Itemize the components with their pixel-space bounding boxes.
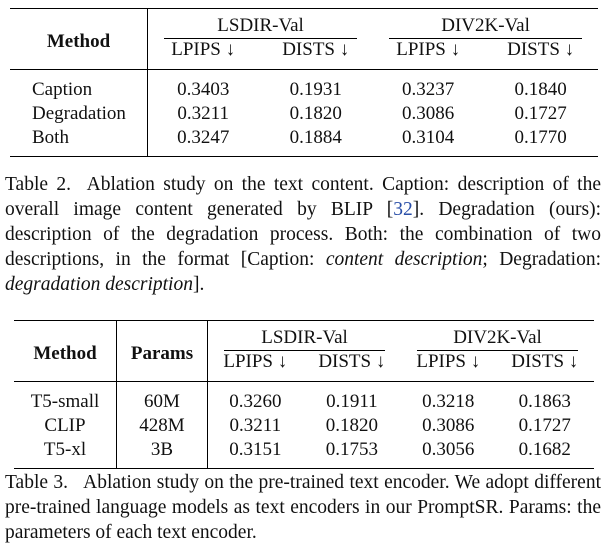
caption-2: Table 2. Ablation study on the text cont… bbox=[5, 172, 601, 297]
caption-italic: degradation description bbox=[5, 274, 193, 295]
table-3: Method Params LSDIR-Val DIV2K-Val LPIPS … bbox=[14, 320, 594, 469]
cell: 0.3218 bbox=[422, 391, 475, 412]
cell: 0.1931 bbox=[289, 79, 342, 100]
caption-text: ; Degradation: bbox=[482, 249, 601, 270]
cell: 0.1727 bbox=[514, 103, 567, 124]
cell: 0.1911 bbox=[326, 391, 378, 412]
row-label: CLIP bbox=[14, 414, 117, 438]
group-label: DIV2K-Val bbox=[417, 327, 578, 351]
header-group: LSDIR-Val bbox=[148, 9, 374, 39]
group-label: DIV2K-Val bbox=[389, 15, 582, 39]
cell: 0.3211 bbox=[229, 415, 282, 436]
group-label: LSDIR-Val bbox=[224, 327, 386, 351]
group-label: LSDIR-Val bbox=[164, 15, 358, 39]
cell: 0.1840 bbox=[514, 79, 567, 100]
header-method: Method bbox=[10, 8, 148, 70]
table-row: Caption 0.3403 0.1931 0.3237 0.1840 bbox=[10, 69, 598, 102]
cell: 0.3247 bbox=[177, 127, 230, 148]
cell: 0.3211 bbox=[177, 103, 229, 124]
cell: 0.3104 bbox=[402, 127, 455, 148]
cell: 0.1884 bbox=[289, 127, 342, 148]
cell: 0.3086 bbox=[422, 415, 475, 436]
cell: 0.3086 bbox=[402, 103, 455, 124]
table-row: Degradation 0.3211 0.1820 0.3086 0.1727 bbox=[10, 102, 598, 126]
table-row: T5-xl 3B 0.3151 0.1753 0.3056 0.1682 bbox=[14, 438, 594, 469]
cell: 0.1820 bbox=[289, 103, 342, 124]
caption-text: ]. bbox=[192, 274, 205, 295]
table-body: T5-small 60M 0.3260 0.1911 0.3218 0.1863 CLIP 4… bbox=[14, 381, 594, 469]
cell: 0.1770 bbox=[514, 127, 567, 148]
row-label: Caption bbox=[10, 69, 148, 102]
caption-label: Table 2. bbox=[5, 174, 72, 195]
row-label: Degradation bbox=[10, 102, 148, 126]
header-metric: DISTS ↓ bbox=[282, 39, 350, 60]
cell: 0.3056 bbox=[422, 439, 475, 460]
header-method: Method bbox=[14, 320, 117, 382]
caption-text: Ablation study on the pre-trained text e… bbox=[5, 472, 601, 543]
caption-italic: content description bbox=[325, 249, 483, 270]
header-metric: DISTS ↓ bbox=[318, 351, 386, 372]
header-params: Params bbox=[116, 320, 208, 382]
table-row: T5-small 60M 0.3260 0.1911 0.3218 0.1863 bbox=[14, 381, 594, 414]
cell: 0.3403 bbox=[177, 79, 230, 100]
caption-text: ] bbox=[412, 199, 420, 220]
cell: 0.3260 bbox=[229, 391, 282, 412]
cell: 0.1682 bbox=[518, 439, 571, 460]
cell: 0.1753 bbox=[325, 439, 378, 460]
header-group: LSDIR-Val bbox=[208, 321, 402, 351]
cell: 428M bbox=[116, 414, 208, 438]
citation[interactable]: 32 bbox=[393, 199, 413, 220]
header-group: DIV2K-Val bbox=[401, 321, 594, 351]
cell: 0.1863 bbox=[518, 391, 571, 412]
header-metric: LPIPS ↓ bbox=[223, 351, 288, 372]
cell: 0.3237 bbox=[402, 79, 455, 100]
header-metric: LPIPS ↓ bbox=[396, 39, 461, 60]
cell: 60M bbox=[116, 381, 208, 414]
cell: 3B bbox=[116, 438, 208, 469]
table-row: CLIP 428M 0.3211 0.1820 0.3086 0.1727 bbox=[14, 414, 594, 438]
row-label: T5-xl bbox=[14, 438, 117, 469]
cell: 0.3151 bbox=[229, 439, 282, 460]
cell: 0.1820 bbox=[325, 415, 378, 436]
header-metric: LPIPS ↓ bbox=[171, 39, 236, 60]
caption-label: Table 3. bbox=[5, 472, 69, 493]
table-body: Caption 0.3403 0.1931 0.3237 0.1840 Degradati… bbox=[10, 69, 598, 157]
table-2: Method LSDIR-Val DIV2K-Val LPIPS ↓ DISTS… bbox=[10, 8, 598, 157]
header-group: DIV2K-Val bbox=[373, 9, 598, 39]
row-label: T5-small bbox=[14, 381, 117, 414]
header-metric: DISTS ↓ bbox=[511, 351, 579, 372]
row-label: Both bbox=[10, 126, 148, 157]
caption-text: . Degradation (ours): description of the… bbox=[5, 199, 601, 270]
header-metric: DISTS ↓ bbox=[507, 39, 575, 60]
caption-3: Table 3. Ablation study on the pre-train… bbox=[5, 470, 601, 545]
caption-text: [ bbox=[386, 199, 394, 220]
table-row: Both 0.3247 0.1884 0.3104 0.1770 bbox=[10, 126, 598, 157]
caption-text: Ablation study on the text content. Capt… bbox=[5, 174, 601, 220]
cell: 0.1727 bbox=[518, 415, 571, 436]
header-metric: LPIPS ↓ bbox=[416, 351, 481, 372]
